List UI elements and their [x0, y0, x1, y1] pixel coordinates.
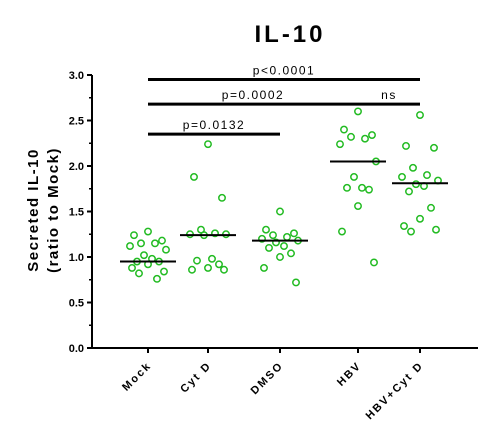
data-point [354, 107, 362, 116]
data-point [260, 263, 268, 272]
data-point [340, 125, 348, 134]
data-point [211, 229, 219, 238]
x-category-label: HBV+Cyt D [364, 360, 426, 422]
data-point [204, 263, 212, 272]
data-point [358, 183, 366, 192]
data-point [151, 239, 159, 248]
data-point [269, 231, 277, 240]
data-point [162, 245, 170, 254]
data-point [423, 171, 431, 180]
data-point [262, 225, 270, 234]
data-point [416, 214, 424, 223]
y-axis-label: Secreted IL-10 (ratio to Mock) [25, 147, 62, 273]
data-point [368, 131, 376, 140]
significance-label: p=0.0132 [183, 118, 245, 132]
data-point [218, 193, 226, 202]
data-point [405, 187, 413, 196]
data-point [354, 202, 362, 210]
data-point [361, 134, 369, 143]
y-tick-label: 3.0 [69, 70, 84, 82]
data-point [188, 265, 196, 274]
data-point [276, 253, 284, 261]
significance-label: p=0.0002 [222, 88, 284, 102]
significance-bars: p=0.0132 p=0.0002 ns p<0.0001 [148, 64, 420, 136]
data-point [287, 249, 295, 258]
data-point [144, 227, 152, 236]
data-point [336, 140, 344, 149]
significance-label: ns [381, 88, 397, 102]
data-point [280, 242, 288, 251]
data-point [220, 265, 228, 274]
data-point [290, 229, 298, 238]
data-point [126, 242, 134, 251]
axes: 0.0 0.5 1.0 1.5 2.0 2.5 3.0 [69, 70, 478, 355]
data-point [416, 111, 424, 119]
data-point [400, 222, 408, 231]
x-category-label: Mock [120, 360, 154, 394]
data-point [402, 142, 410, 150]
y-axis-label-line1: Secreted IL-10 [25, 148, 42, 272]
data-point [137, 239, 145, 248]
data-point [160, 267, 168, 276]
data-point [430, 143, 438, 152]
y-axis-label-line2: (ratio to Mock) [45, 147, 62, 273]
mean-lines [120, 160, 448, 263]
chart-title: IL-10 [254, 21, 325, 48]
y-tick-label: 1.5 [69, 207, 84, 219]
data-point [130, 231, 138, 240]
y-tick-label: 0.5 [69, 298, 84, 310]
data-point [158, 236, 166, 245]
data-point [409, 163, 417, 172]
data-point [153, 274, 161, 283]
data-point [347, 132, 355, 141]
data-point [398, 172, 406, 181]
data-points [126, 107, 442, 287]
data-point [292, 278, 300, 287]
data-point [365, 185, 373, 194]
data-point [258, 234, 266, 243]
y-tick-label: 2.0 [69, 161, 84, 173]
data-point [265, 243, 273, 252]
y-tick-label: 2.5 [69, 116, 84, 128]
data-point [338, 227, 346, 236]
data-point [407, 227, 415, 236]
data-point [343, 183, 351, 192]
data-point [432, 225, 440, 234]
x-category-label: HBV [335, 360, 364, 389]
data-point [350, 172, 358, 181]
data-point [272, 238, 280, 247]
x-axis-categories: Mock Cyt D DMSO HBV HBV+Cyt D [120, 348, 426, 422]
data-point [190, 172, 198, 181]
data-point [215, 260, 223, 269]
data-point [128, 263, 136, 272]
y-tick-label: 0.0 [69, 343, 84, 355]
data-point [427, 203, 435, 212]
y-tick-label: 1.0 [69, 252, 84, 264]
significance-label: p<0.0001 [253, 64, 315, 78]
data-point [370, 258, 378, 267]
x-category-label: Cyt D [178, 360, 214, 396]
data-point [193, 256, 201, 265]
data-point [140, 251, 148, 260]
data-point [276, 207, 284, 216]
x-category-label: DMSO [249, 360, 286, 397]
data-point [283, 233, 291, 241]
data-point [135, 269, 143, 278]
data-point [208, 254, 216, 263]
data-point [204, 140, 212, 149]
